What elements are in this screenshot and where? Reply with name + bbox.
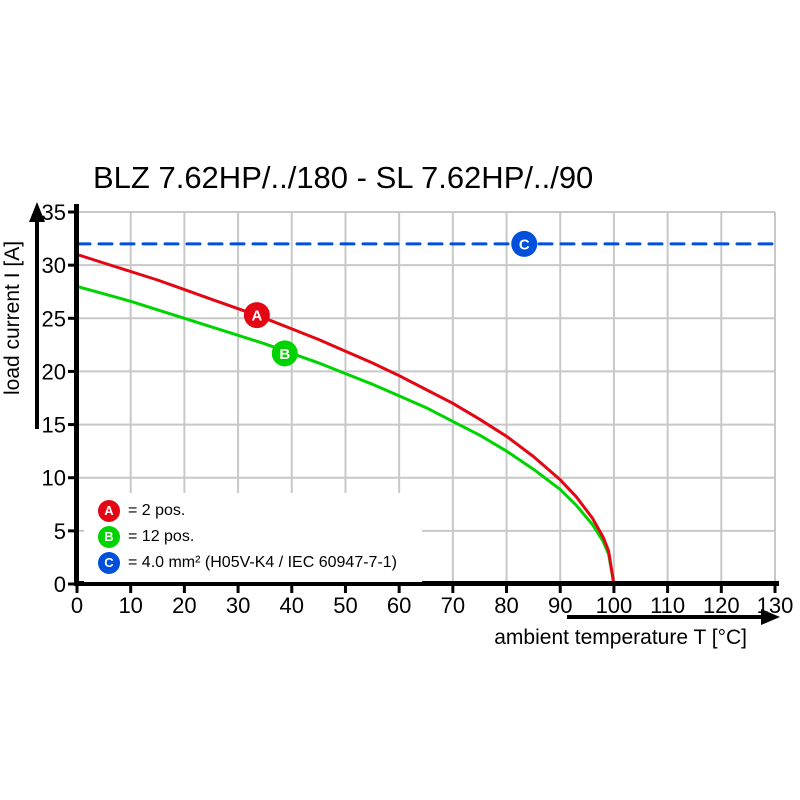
y-tick-label: 25 [42,306,66,331]
y-axis-arrow-icon [29,202,45,429]
legend-label-B: = 12 pos. [128,528,195,545]
plot-tick-labels: 0 10 20 30 40 50 60 70 80 90 100 110 120 130051015202… [42,200,794,618]
curve-B [75,284,616,586]
marker-A-bubble [243,302,270,329]
y-tick-label: 30 [42,253,66,278]
y-tick-label: 0 [54,572,66,597]
plot-axes [74,204,779,586]
x-tick-label: 10 [118,593,142,618]
x-tick-label: 20 [172,593,196,618]
marker-A-letter: A [251,308,262,325]
y-tick-label: 5 [54,519,66,544]
chart-legend: A = 2 pos. B = 12 pos. C = 4.0 mm² (H05V-K4 /… [84,493,422,582]
marker-C-letter: C [519,236,530,253]
x-tick-label: 120 [703,593,740,618]
legend-item-A: A = 2 pos. [98,498,422,524]
marker-B-letter: B [279,346,290,363]
curve-A [75,253,616,586]
x-tick-label: 0 [71,593,83,618]
plot-series [75,242,780,586]
legend-item-B: B = 12 pos. [98,524,422,550]
x-tick-label: 60 [387,593,411,618]
x-tick-label: 80 [494,593,518,618]
x-tick-label: 30 [226,593,250,618]
plot-ticks [68,210,777,593]
legend-label-C: = 4.0 mm² (H05V-K4 / IEC 60947-7-1) [128,554,397,571]
plot-curve-markers: B A C [243,230,538,367]
y-axis-label: load current I [A] [1,241,24,395]
marker-B-bubble [271,340,298,367]
x-tick-label: 50 [333,593,357,618]
x-tick-label: 40 [280,593,304,618]
y-tick-label: 35 [42,200,66,225]
y-tick-label: 15 [42,413,66,438]
legend-badge-A: A [98,500,120,522]
y-tick-label: 20 [42,359,66,384]
legend-item-C: C = 4.0 mm² (H05V-K4 / IEC 60947-7-1) [98,550,422,576]
chart-title: BLZ 7.62HP/../180 - SL 7.62HP/../90 [93,160,594,195]
x-tick-label: 100 [596,593,633,618]
x-tick-label: 90 [548,593,572,618]
x-axis-arrow-icon [567,609,780,625]
plot-gridlines [77,211,776,584]
y-tick-label: 10 [42,466,66,491]
marker-C-bubble [511,230,538,257]
x-tick-label: 70 [441,593,465,618]
legend-badge-B: B [98,526,120,548]
legend-label-A: = 2 pos. [128,502,186,519]
x-axis-label: ambient temperature T [°C] [494,626,747,649]
legend-badge-C: C [98,552,120,574]
x-tick-label: 110 [650,593,685,618]
